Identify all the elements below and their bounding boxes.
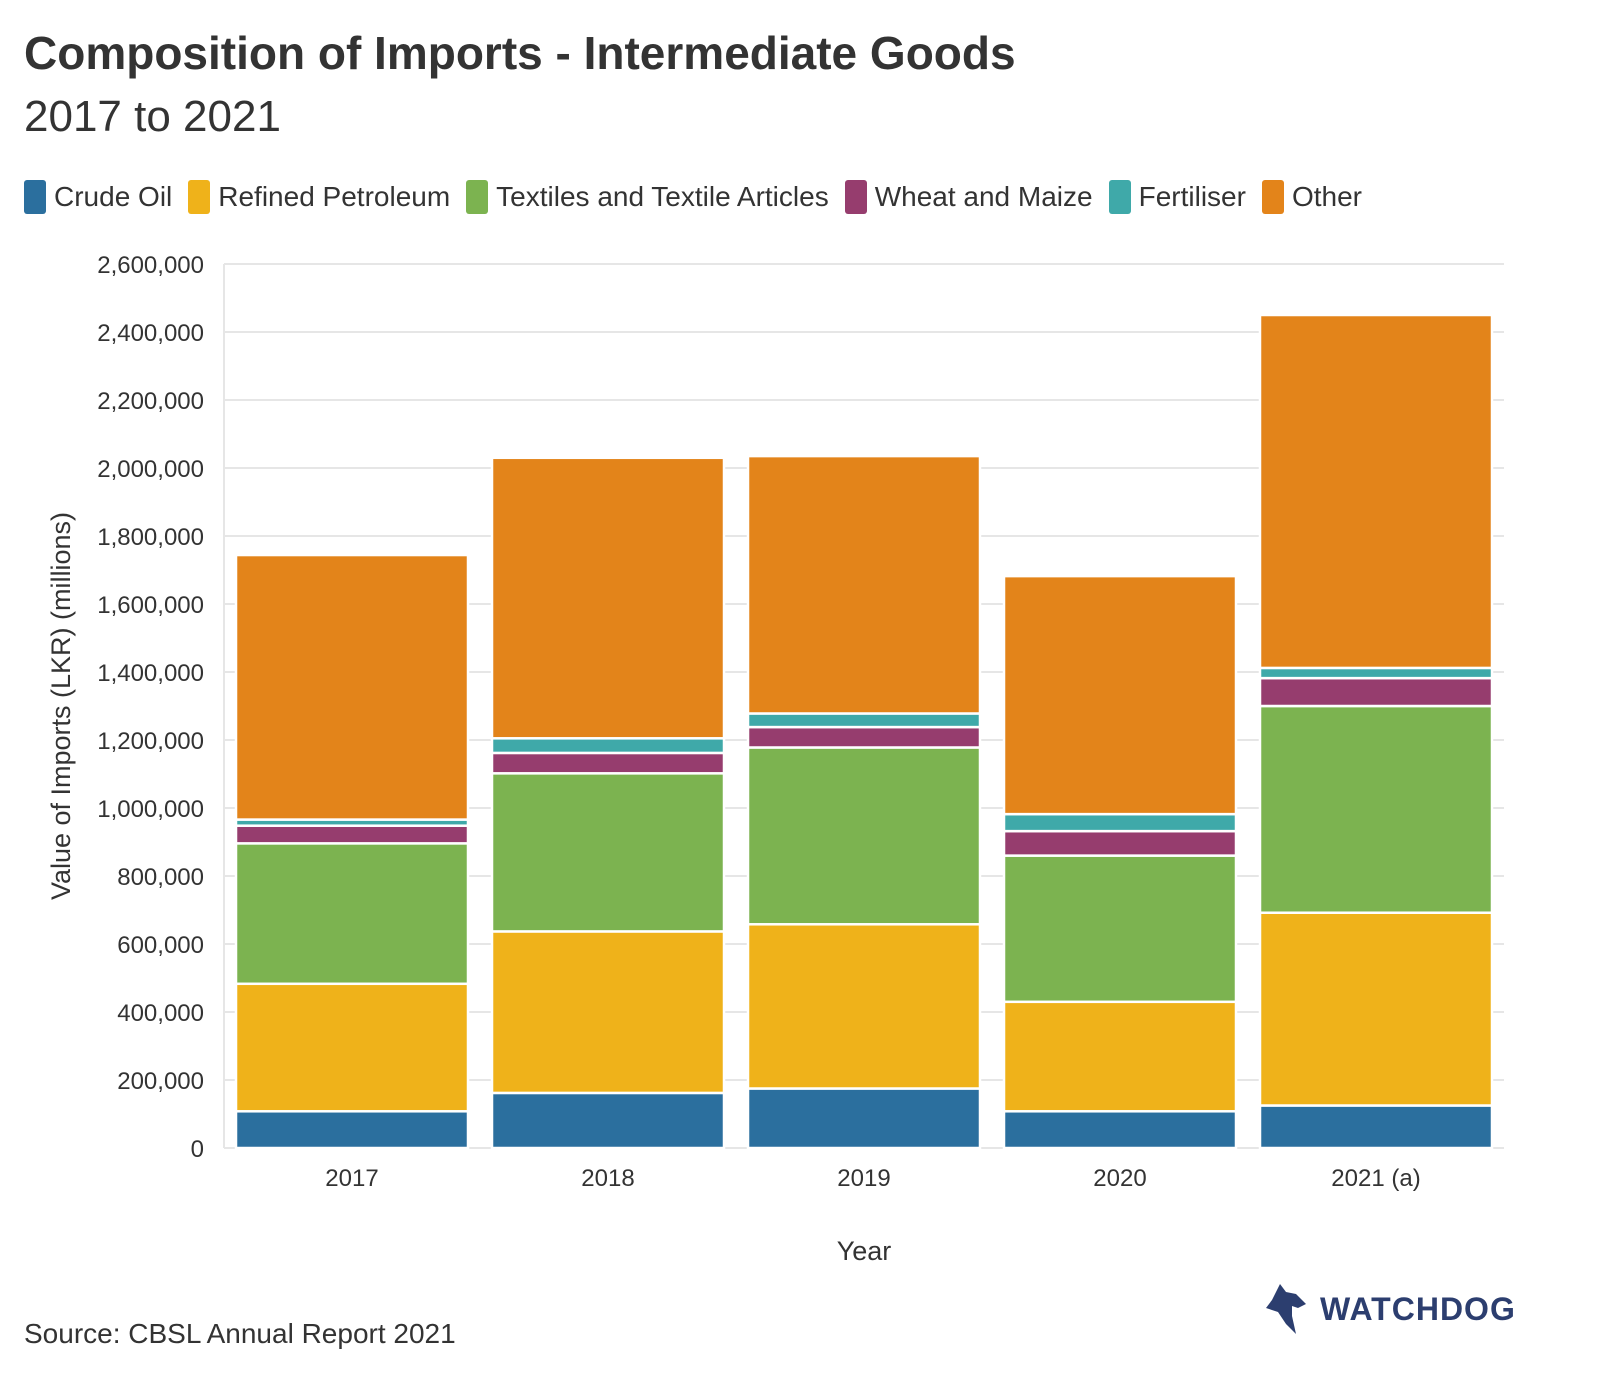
legend-item[interactable]: Other [1261, 180, 1362, 214]
x-tick-label: 2021 (a) [1331, 1165, 1420, 1192]
brand-logo: WATCHDOG [1262, 1282, 1516, 1336]
legend-swatch [1108, 180, 1131, 214]
legend-swatch [844, 180, 867, 214]
legend-swatch [466, 180, 489, 214]
y-tick-label: 600,000 [117, 932, 204, 959]
legend-label: Textiles and Textile Articles [496, 181, 829, 212]
legend-item[interactable]: Refined Petroleum [188, 180, 450, 214]
bar-segment [1258, 1104, 1494, 1150]
legend-item[interactable]: Fertiliser [1108, 180, 1246, 214]
bar-segment [746, 1087, 982, 1150]
dog-head-icon [1266, 1284, 1306, 1334]
y-axis-title: Value of Imports (LKR) (millions) [46, 512, 76, 900]
bar-segment [490, 737, 726, 755]
y-tick-label: 2,200,000 [97, 388, 204, 415]
y-tick-label: 1,400,000 [97, 660, 204, 687]
y-tick-label: 1,000,000 [97, 796, 204, 823]
bar-segment [746, 746, 982, 926]
bar-segment [1002, 1000, 1238, 1113]
bar-segment [1002, 829, 1238, 857]
bar-segment [234, 824, 470, 845]
bar-segment [234, 1110, 470, 1150]
legend-swatch [1261, 180, 1284, 214]
bar-segment [746, 712, 982, 729]
chart-subtitle: 2017 to 2021 [24, 92, 281, 141]
bar-segment [490, 751, 726, 775]
legend-swatch [24, 180, 46, 214]
bar-segment [490, 930, 726, 1095]
legend-label: Refined Petroleum [218, 181, 451, 212]
legend-label: Crude Oil [54, 181, 173, 212]
y-tick-label: 200,000 [117, 1068, 204, 1095]
bar-segment [1002, 812, 1238, 833]
bar-segment [1258, 313, 1494, 670]
bar-segment [234, 553, 470, 821]
y-tick-label: 1,600,000 [97, 592, 204, 619]
y-tick-label: 2,000,000 [97, 456, 204, 483]
legend-label: Fertiliser [1138, 181, 1246, 212]
source-note: Source: CBSL Annual Report 2021 [24, 1318, 456, 1349]
bar-segment [1258, 704, 1494, 914]
y-tick-label: 1,800,000 [97, 524, 204, 551]
bar-segment [1002, 574, 1238, 816]
bar-segment [234, 842, 470, 986]
y-tick-label: 800,000 [117, 864, 204, 891]
legend-item[interactable]: Textiles and Textile Articles [466, 180, 829, 214]
bar-segment [746, 725, 982, 749]
x-tick-label: 2018 [581, 1165, 634, 1192]
legend-item[interactable]: Wheat and Maize [844, 180, 1093, 214]
bar-segment [234, 982, 470, 1113]
y-tick-label: 2,400,000 [97, 320, 204, 347]
x-axis-title: Year [837, 1236, 892, 1266]
chart-title: Composition of Imports - Intermediate Go… [24, 27, 1016, 79]
y-tick-label: 0 [191, 1136, 204, 1163]
chart-legend: Crude Oil Refined Petroleum Textiles and T… [24, 180, 1378, 214]
bar-segment [1002, 1110, 1238, 1150]
y-tick-label: 400,000 [117, 1000, 204, 1027]
bar-segment [490, 456, 726, 740]
bar-segment [746, 923, 982, 1090]
bar-segment [1258, 911, 1494, 1107]
bar-segment [1002, 854, 1238, 1004]
y-tick-label: 1,200,000 [97, 728, 204, 755]
legend-item[interactable]: Crude Oil [24, 180, 172, 214]
bar-segment [746, 454, 982, 715]
legend-label: Other [1291, 181, 1362, 212]
bar-segment [1258, 666, 1494, 680]
x-tick-label: 2017 [325, 1165, 378, 1192]
bar-segment [1258, 676, 1494, 708]
stacked-bar-chart: 0 200,000 400,000 600,000 800,000 1,000,000 1,… [46, 252, 1504, 1266]
legend-swatch [188, 180, 211, 214]
x-tick-label: 2019 [837, 1165, 890, 1192]
brand-name: WATCHDOG [1320, 1290, 1516, 1327]
y-tick-label: 2,600,000 [97, 252, 204, 279]
bar-segment [490, 1091, 726, 1150]
bar-segment [490, 772, 726, 933]
legend-label: Wheat and Maize [874, 181, 1093, 212]
x-tick-label: 2020 [1093, 1165, 1146, 1192]
